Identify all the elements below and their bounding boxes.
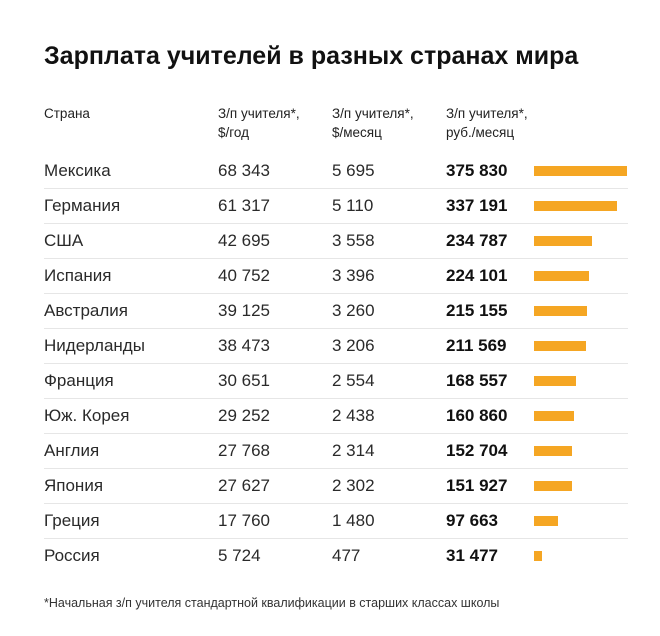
country-cell: Юж. Корея xyxy=(44,406,130,425)
usd-month-cell: 3 396 xyxy=(332,266,375,285)
usd-month-cell: 2 302 xyxy=(332,476,375,495)
table-row: Юж. Корея 29 252 2 438 160 860 xyxy=(44,399,628,434)
usd-year-cell: 30 651 xyxy=(218,371,270,390)
salary-bar xyxy=(534,236,592,246)
rub-month-cell: 152 704 xyxy=(446,441,508,460)
salary-bar xyxy=(534,376,576,386)
usd-year-cell: 42 695 xyxy=(218,231,270,250)
salary-bar xyxy=(534,551,542,561)
rub-month-cell: 160 860 xyxy=(446,406,508,425)
usd-month-cell: 2 554 xyxy=(332,371,375,390)
usd-year-cell: 40 752 xyxy=(218,266,270,285)
usd-year-cell: 29 252 xyxy=(218,406,270,425)
usd-month-cell: 2 438 xyxy=(332,406,375,425)
salary-bar xyxy=(534,516,558,526)
usd-year-cell: 17 760 xyxy=(218,511,270,530)
table-row: Австралия 39 125 3 260 215 155 xyxy=(44,294,628,329)
country-cell: Япония xyxy=(44,476,104,495)
footnote: *Начальная з/п учителя стандартной квали… xyxy=(44,596,500,610)
usd-year-cell: 27 768 xyxy=(218,441,270,460)
country-cell: Греция xyxy=(44,511,100,530)
table-row: Англия 27 768 2 314 152 704 xyxy=(44,434,628,469)
usd-month-cell: 3 260 xyxy=(332,301,375,320)
usd-month-cell: 3 206 xyxy=(332,336,375,355)
salary-table: Мексика 68 343 5 695 375 830 Германия 61 317 5… xyxy=(44,154,628,573)
header-rub-month: З/п учителя*, руб./месяц xyxy=(446,106,528,140)
salary-bar xyxy=(534,306,587,316)
header-country: Страна xyxy=(44,106,90,121)
rub-month-cell: 234 787 xyxy=(446,231,508,250)
chart-title: Зарплата учителей в разных странах мира xyxy=(44,42,579,70)
rub-month-cell: 31 477 xyxy=(446,546,498,565)
usd-month-cell: 5 110 xyxy=(332,196,374,215)
table-row: Греция 17 760 1 480 97 663 xyxy=(44,504,628,539)
usd-year-cell: 5 724 xyxy=(218,546,261,565)
rub-month-cell: 211 569 xyxy=(446,336,507,355)
salary-bar xyxy=(534,446,572,456)
header-usd-year: З/п учителя*, $/год xyxy=(218,106,300,140)
rub-month-cell: 215 155 xyxy=(446,301,508,320)
country-cell: Нидерланды xyxy=(44,336,145,355)
country-cell: США xyxy=(44,231,84,250)
usd-month-cell: 2 314 xyxy=(332,441,375,460)
country-cell: Германия xyxy=(44,196,121,215)
rub-month-cell: 97 663 xyxy=(446,511,498,530)
country-cell: Мексика xyxy=(44,161,111,180)
usd-month-cell: 1 480 xyxy=(332,511,375,530)
country-cell: Испания xyxy=(44,266,112,285)
usd-month-cell: 3 558 xyxy=(332,231,375,250)
usd-year-cell: 61 317 xyxy=(218,196,270,215)
usd-month-cell: 5 695 xyxy=(332,161,375,180)
salary-bar xyxy=(534,201,617,211)
salary-bar xyxy=(534,341,586,351)
rub-month-cell: 337 191 xyxy=(446,196,508,215)
salary-bar xyxy=(534,271,589,281)
header-usd-month: З/п учителя*, $/месяц xyxy=(332,106,414,140)
usd-year-cell: 27 627 xyxy=(218,476,270,495)
table-row: Мексика 68 343 5 695 375 830 xyxy=(44,154,628,189)
rub-month-cell: 151 927 xyxy=(446,476,508,495)
table-row: Франция 30 651 2 554 168 557 xyxy=(44,364,628,399)
table-row: Япония 27 627 2 302 151 927 xyxy=(44,469,628,504)
rub-month-cell: 224 101 xyxy=(446,266,508,285)
usd-year-cell: 39 125 xyxy=(218,301,270,320)
salary-bar xyxy=(534,411,574,421)
salary-bar xyxy=(534,481,572,491)
table-row: Нидерланды 38 473 3 206 211 569 xyxy=(44,329,628,364)
rub-month-cell: 168 557 xyxy=(446,371,508,390)
country-cell: Англия xyxy=(44,441,100,460)
usd-year-cell: 68 343 xyxy=(218,161,270,180)
table-row: Испания 40 752 3 396 224 101 xyxy=(44,259,628,294)
usd-year-cell: 38 473 xyxy=(218,336,270,355)
country-cell: Франция xyxy=(44,371,114,390)
usd-month-cell: 477 xyxy=(332,546,361,565)
table-row: Россия 5 724 477 31 477 xyxy=(44,539,628,573)
country-cell: Россия xyxy=(44,546,100,565)
rub-month-cell: 375 830 xyxy=(446,161,508,180)
country-cell: Австралия xyxy=(44,301,128,320)
table-row: Германия 61 317 5 110 337 191 xyxy=(44,189,628,224)
salary-bar xyxy=(534,166,627,176)
table-row: США 42 695 3 558 234 787 xyxy=(44,224,628,259)
